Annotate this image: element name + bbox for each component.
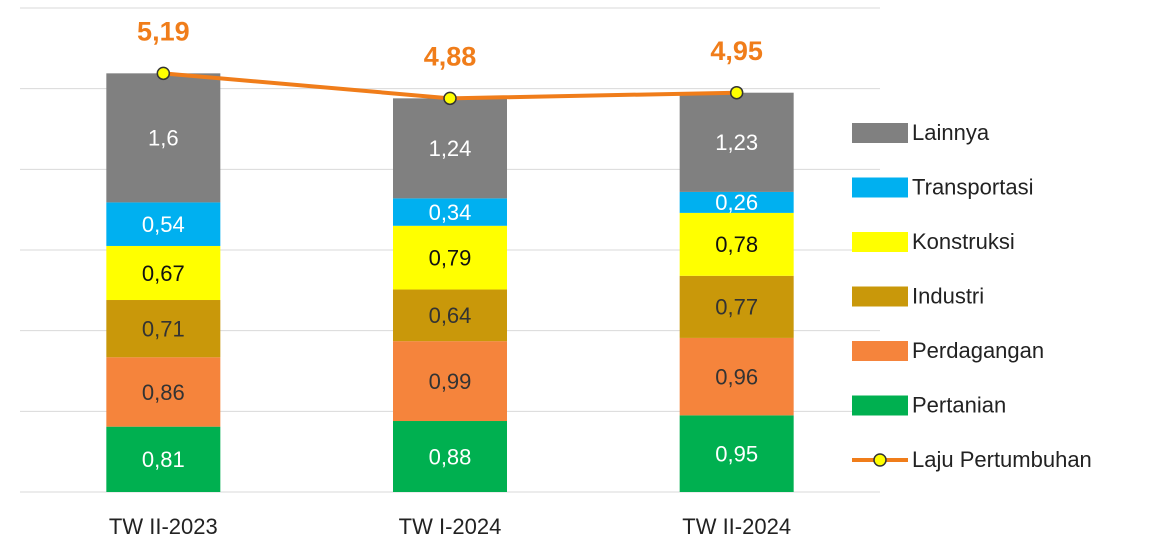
value-label: 0,67 — [142, 261, 185, 286]
value-label: 1,23 — [715, 130, 758, 155]
bar-segment — [679, 337, 794, 416]
value-label: 1,24 — [429, 136, 472, 161]
bar-segment — [679, 92, 794, 192]
line-value-label: 5,19 — [137, 16, 190, 46]
legend-label: Perdagangan — [912, 338, 1044, 363]
value-label: 0,34 — [429, 200, 472, 225]
bar-segment — [393, 98, 507, 199]
legend-swatch — [852, 341, 908, 361]
legend-swatch — [852, 177, 908, 198]
bar-segment — [106, 426, 221, 492]
value-label: 0,81 — [142, 447, 185, 472]
bar-segment — [393, 225, 507, 290]
value-label: 0,77 — [715, 295, 758, 320]
value-label: 0,99 — [429, 369, 472, 394]
bar-segment — [106, 357, 221, 427]
bar-segment — [679, 275, 794, 338]
bar-segment — [393, 341, 507, 422]
bar-segment — [393, 421, 507, 492]
value-label: 0,78 — [715, 232, 758, 257]
value-label: 0,86 — [142, 380, 185, 405]
bar-segment — [679, 212, 794, 276]
legend-swatch — [852, 286, 908, 307]
x-tick-label: TW II-2024 — [682, 514, 791, 539]
legend-label: Pertanian — [912, 392, 1006, 417]
bar-segment — [106, 300, 221, 358]
legend-label: Transportasi — [912, 174, 1033, 199]
line-marker — [156, 66, 171, 81]
line-marker — [729, 85, 744, 100]
line-value-label: 4,95 — [710, 36, 763, 66]
value-label: 0,26 — [715, 190, 758, 215]
legend-swatch — [852, 395, 908, 416]
bar-segment — [106, 202, 221, 246]
legend-label: Laju Pertumbuhan — [912, 447, 1092, 472]
legend-swatch — [852, 123, 908, 143]
legend-label: Lainnya — [912, 120, 990, 145]
value-label: 0,96 — [715, 364, 758, 389]
bar-segment — [393, 289, 507, 342]
value-label: 0,88 — [429, 444, 472, 469]
legend-swatch — [852, 232, 908, 252]
value-label: 0,79 — [429, 245, 472, 270]
bar-segment — [106, 73, 221, 203]
legend-label: Industri — [912, 283, 984, 308]
value-label: 0,64 — [429, 303, 472, 328]
line-value-label: 4,88 — [424, 41, 477, 71]
line-marker — [443, 91, 457, 106]
bar-segment — [106, 245, 221, 301]
bar-segment — [393, 198, 507, 226]
value-label: 0,54 — [142, 212, 185, 237]
value-label: 0,95 — [715, 441, 758, 466]
value-label: 1,6 — [148, 126, 179, 151]
bar-segment — [679, 415, 794, 492]
legend-marker — [873, 453, 887, 467]
value-label: 0,71 — [142, 316, 185, 341]
x-tick-label: TW II-2023 — [109, 514, 218, 539]
x-tick-label: TW I-2024 — [399, 514, 502, 539]
bar-segment — [679, 191, 794, 213]
legend-label: Konstruksi — [912, 229, 1015, 254]
